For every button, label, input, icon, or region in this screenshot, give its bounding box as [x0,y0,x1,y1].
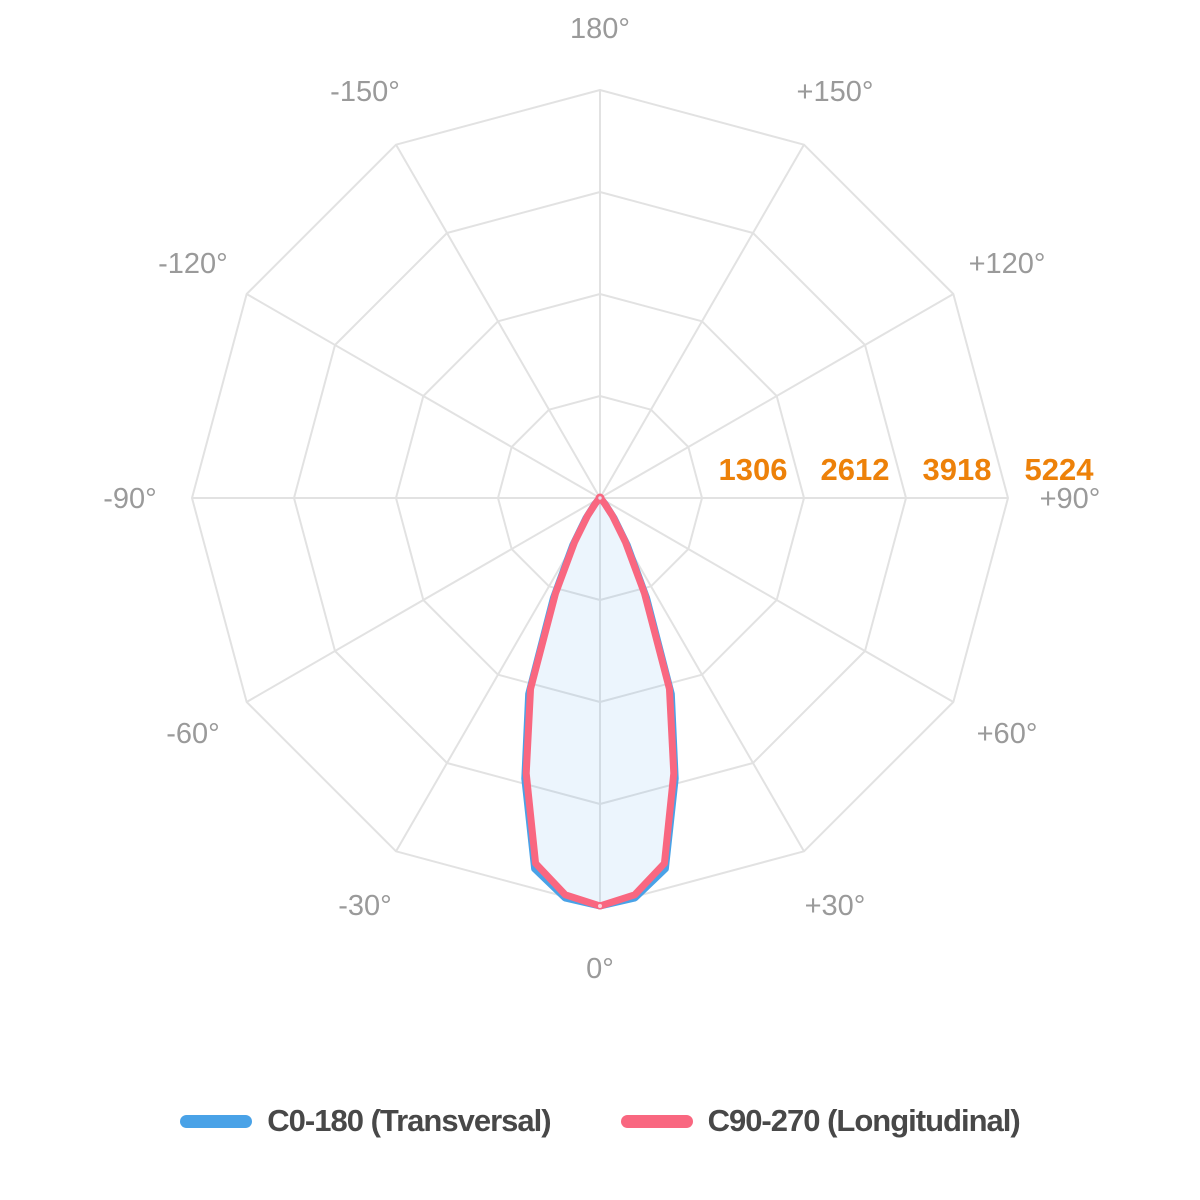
grid-spoke [395,144,601,499]
legend-swatch-c90-270 [620,1114,693,1128]
radial-tick-label-5224: 5224 [1025,452,1095,487]
angle-label--90: -90° [103,483,157,515]
radial-tick-label-2612: 2612 [821,452,890,487]
angle-label-0: 0° [586,953,614,985]
radial-tick-label-1306: 1306 [719,452,788,487]
angle-label-180: 180° [570,13,630,45]
grid-spoke [246,293,601,499]
legend-swatch-c0-180 [180,1114,253,1128]
angle-label-60: +60° [977,718,1038,750]
angle-label--120: -120° [158,248,228,280]
angle-label--60: -60° [166,718,220,750]
grid-spoke [599,144,805,499]
angle-label-150: +150° [797,76,874,108]
grid-spoke [599,293,954,499]
polar-chart-svg: 180° -150° +150° -120° +120° -90° +90° -60° +60°… [103,13,1101,985]
angle-label-90: +90° [1040,483,1101,515]
angle-label-120: +120° [969,248,1046,280]
beam-tip-marker [598,904,602,908]
series-c0-180-curve [521,494,679,910]
legend-label-c0-180: C0-180 (Transversal) [267,1103,551,1138]
angle-label--30: -30° [338,890,392,922]
grid-spoke [599,497,954,703]
radial-tick-label-3918: 3918 [923,452,992,487]
angle-label--150: -150° [330,76,400,108]
legend-item-c90-270[interactable]: C90-270 (Longitudinal) [620,1103,1021,1139]
legend-label-c90-270: C90-270 (Longitudinal) [707,1103,1021,1138]
legend: C0-180 (Transversal) C90-270 (Longitudin… [0,1103,1200,1139]
center-point-marker-core [598,496,602,500]
legend-item-c0-180[interactable]: C0-180 (Transversal) [180,1103,552,1139]
angle-label-30: +30° [805,890,866,922]
grid-spoke [246,497,601,703]
